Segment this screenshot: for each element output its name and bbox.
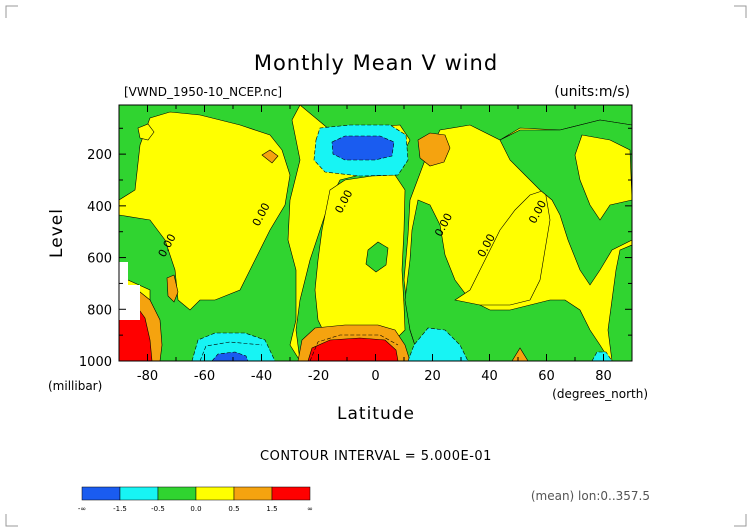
x-tick-label: -40	[251, 369, 272, 384]
y-tick-label: 600	[87, 252, 112, 267]
colorbar-label: -∞	[78, 505, 86, 513]
x-tick-label: 40	[481, 369, 498, 384]
x-tick-label: -80	[137, 369, 158, 384]
x-tick-label: 80	[595, 369, 612, 384]
colorbar-swatch	[271, 486, 311, 501]
colorbar-label: -0.5	[151, 505, 165, 513]
y-tick-label: 800	[87, 303, 112, 318]
contour-interval-text: CONTOUR INTERVAL = 5.000E-01	[260, 449, 492, 464]
neg-cyan-polar-surface	[591, 351, 613, 361]
x-tick-label: 0	[371, 369, 379, 384]
neg-region-small-south	[365, 241, 389, 273]
pos-region-nh-polar	[574, 134, 632, 221]
dashed-contours	[199, 334, 399, 361]
neg-blue-upper	[331, 135, 395, 161]
chart-title: Monthly Mean V wind	[254, 51, 498, 75]
colorbar-label: -1.5	[113, 505, 127, 513]
pos-orange-upper	[417, 132, 451, 167]
colorbar-swatch	[81, 486, 121, 501]
x-tick-label: -60	[194, 369, 215, 384]
colorbar-swatch	[119, 486, 159, 501]
source-file-label: [VWND_1950-10_NCEP.nc]	[124, 85, 282, 99]
colorbar-label: 0.5	[228, 505, 239, 513]
x-unit-label: (degrees_north)	[552, 387, 648, 401]
pos-orange-sh-lower	[166, 274, 179, 303]
neg-cyan-nh-surface	[407, 327, 469, 361]
plot-area	[119, 105, 632, 361]
colorbar-swatch	[157, 486, 197, 501]
y-tick-label: 1000	[79, 355, 112, 370]
x-tick-label: 20	[424, 369, 441, 384]
corner-marks	[5, 5, 747, 527]
colorbar-label: ∞	[307, 505, 313, 513]
x-axis-label: Latitude	[337, 404, 415, 424]
neg-region-nh-polar-edge	[607, 244, 632, 361]
x-tick-label: -20	[308, 369, 329, 384]
pos-orange-small-sh	[261, 149, 279, 164]
y-axis-label: Level	[47, 208, 67, 258]
neg-cyan-sh-surface	[191, 332, 276, 361]
units-label: (units:m/s)	[554, 84, 630, 100]
y-tick-label: 200	[87, 148, 112, 163]
neg-region-nh-tropics	[404, 199, 611, 361]
y-unit-label: (millibar)	[48, 379, 102, 393]
y-axis: 200 400 600 800 1000	[79, 127, 632, 370]
missing-data	[119, 262, 140, 320]
colorbar: -∞ -1.5 -0.5 0.0 0.5 1.5 ∞	[78, 486, 313, 513]
y-tick-label: 400	[87, 200, 112, 215]
colorbar-swatch	[233, 486, 273, 501]
mean-note: (mean) lon:0..357.5	[531, 489, 650, 503]
neg-blue-sh-surface	[211, 351, 249, 361]
pos-orange-nh-triangle	[511, 347, 529, 361]
colorbar-label: 1.5	[266, 505, 277, 513]
colorbar-swatch	[195, 486, 235, 501]
x-tick-label: 60	[538, 369, 555, 384]
colorbar-label: 0.0	[190, 505, 201, 513]
x-axis: -80 -60 -40 -20 0 20 40 60 80	[118, 105, 633, 384]
pos-yellow-sh-upper-patch	[137, 123, 155, 141]
pos-region-equator-column	[314, 174, 406, 346]
